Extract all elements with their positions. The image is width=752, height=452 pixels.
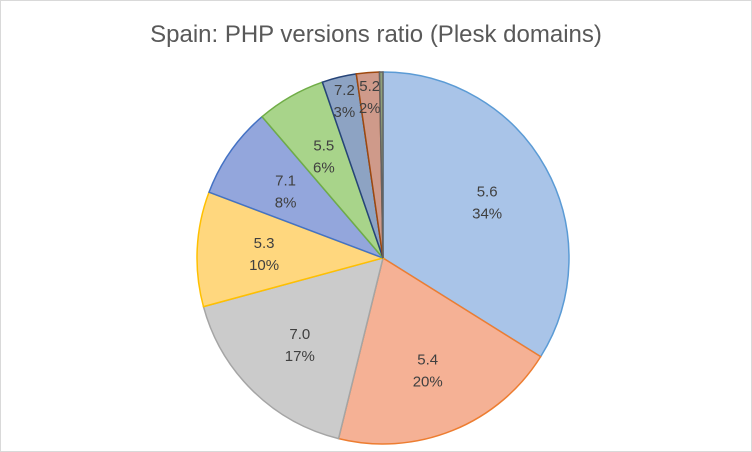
slice-label-7-2: 7.2 3% [334, 82, 356, 121]
pie-slice-7-1 [208, 115, 384, 259]
pie-slice-other [378, 71, 384, 259]
pie-slice-7-0 [202, 256, 385, 440]
slice-label-7-0: 7.0 17% [285, 326, 315, 365]
slice-label-5-2: 5.2 2% [359, 78, 381, 117]
slice-label-5-5: 5.5 6% [313, 138, 335, 177]
slice-label-5-4: 5.4 20% [413, 351, 443, 390]
pie-slice-5-4 [337, 256, 542, 445]
pie-slice-5-6 [382, 71, 570, 358]
slice-label-5-6: 5.6 34% [472, 183, 502, 222]
slice-label-5-3: 5.3 10% [249, 235, 279, 274]
chart-title: Spain: PHP versions ratio (Plesk domains… [150, 21, 602, 48]
slice-label-7-1: 7.1 8% [275, 173, 297, 212]
pie-slice-5-3 [196, 191, 386, 308]
